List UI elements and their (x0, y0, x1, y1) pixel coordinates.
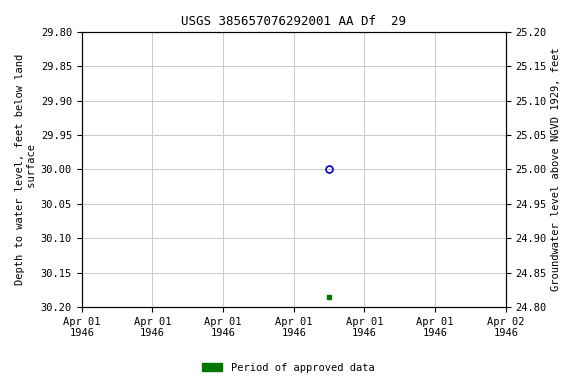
Title: USGS 385657076292001 AA Df  29: USGS 385657076292001 AA Df 29 (181, 15, 406, 28)
Legend: Period of approved data: Period of approved data (198, 359, 378, 377)
Y-axis label: Depth to water level, feet below land
 surface: Depth to water level, feet below land su… (15, 54, 37, 285)
Y-axis label: Groundwater level above NGVD 1929, feet: Groundwater level above NGVD 1929, feet (551, 48, 561, 291)
